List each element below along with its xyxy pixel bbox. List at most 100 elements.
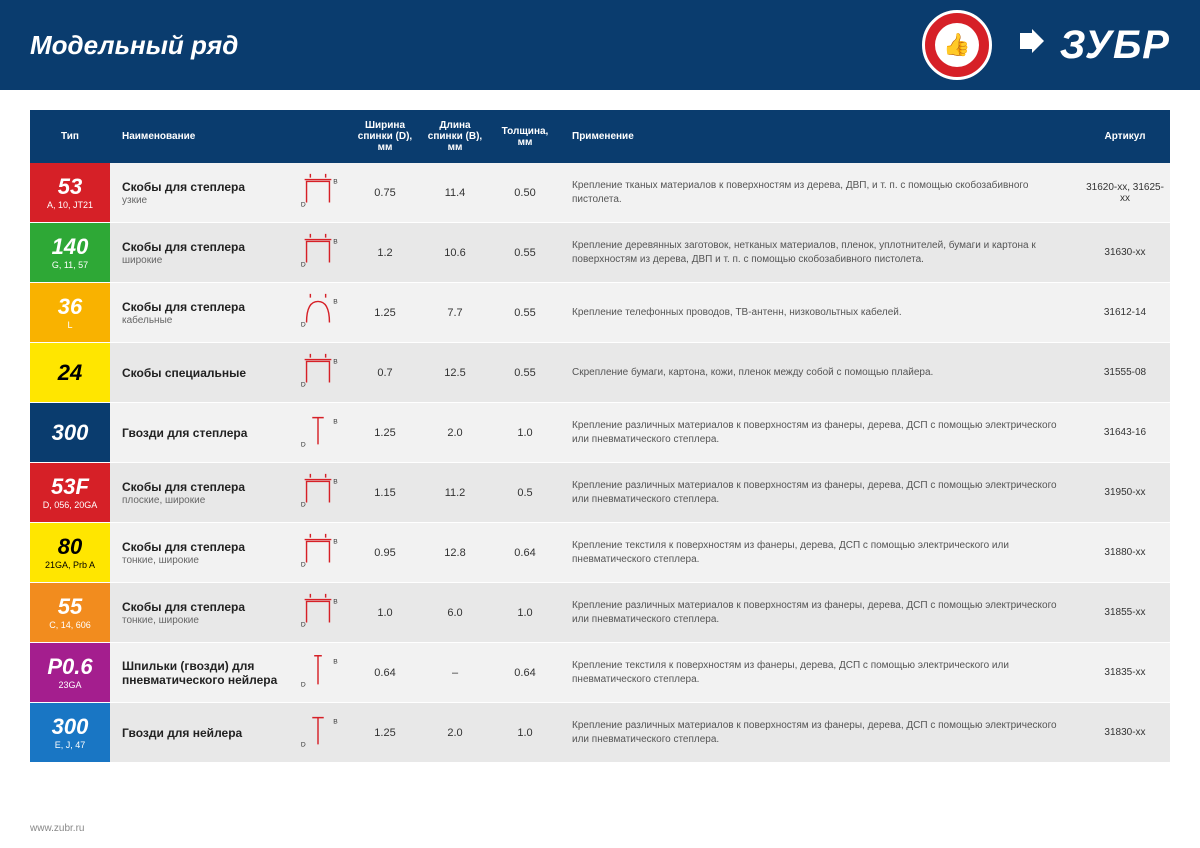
product-table: Тип Наименование Ширина спинки (D), мм Д… — [30, 110, 1170, 763]
thickness-value: 0.55 — [490, 343, 560, 403]
product-name: Скобы для степлера — [122, 240, 279, 254]
article-code: 31612-14 — [1080, 283, 1170, 343]
application-text: Крепление различных материалов к поверхн… — [560, 583, 1080, 643]
table-row: 24Скобы специальныеDB0.712.50.55Скреплен… — [30, 343, 1170, 403]
thickness-value: 1.0 — [490, 703, 560, 763]
width-value: 0.75 — [350, 163, 420, 223]
svg-text:B: B — [333, 418, 338, 425]
type-sub: A, 10, JT21 — [34, 200, 106, 210]
width-value: 1.2 — [350, 223, 420, 283]
type-badge: 300E, J, 47 — [30, 703, 110, 763]
article-code: 31830-xx — [1080, 703, 1170, 763]
shape-icon: DB — [297, 293, 339, 329]
name-cell: Гвозди для нейлера — [110, 703, 285, 763]
application-text: Крепление различных материалов к поверхн… — [560, 463, 1080, 523]
shape-icon: DB — [297, 173, 339, 209]
table-row: 8021GA, Prb AСкобы для степлератонкие, ш… — [30, 523, 1170, 583]
svg-text:B: B — [333, 298, 338, 305]
diagram-cell: DB — [285, 643, 350, 703]
table-row: 53 A, 10, JT21 Скобы для степлераузкие DB 0.… — [30, 163, 1170, 223]
type-badge: P0.623GA — [30, 643, 110, 703]
svg-text:D: D — [300, 321, 305, 328]
product-subname: тонкие, широкие — [122, 555, 279, 566]
type-badge: 8021GA, Prb A — [30, 523, 110, 583]
product-name: Скобы специальные — [122, 366, 279, 380]
table-row: 36LСкобы для степлеракабельныеDB1.257.70… — [30, 283, 1170, 343]
svg-text:D: D — [300, 501, 305, 508]
thickness-value: 0.55 — [490, 223, 560, 283]
thickness-value: 0.55 — [490, 283, 560, 343]
svg-text:B: B — [333, 718, 338, 725]
width-value: 0.95 — [350, 523, 420, 583]
type-sub: C, 14, 606 — [34, 620, 106, 630]
article-code: 31630-xx — [1080, 223, 1170, 283]
brand-logo: ЗУБР — [1012, 21, 1170, 69]
svg-text:D: D — [300, 261, 305, 268]
thickness-value: 0.5 — [490, 463, 560, 523]
svg-text:B: B — [333, 538, 338, 545]
article-code: 31643-16 — [1080, 403, 1170, 463]
svg-text:D: D — [300, 381, 305, 388]
diagram-cell: DB — [285, 703, 350, 763]
product-subname: кабельные — [122, 315, 279, 326]
name-cell: Скобы для степлераплоские, широкие — [110, 463, 285, 523]
name-cell: Скобы для степлератонкие, широкие — [110, 583, 285, 643]
length-value: 2.0 — [420, 403, 490, 463]
type-number: 53 — [34, 176, 106, 198]
length-value: 12.8 — [420, 523, 490, 583]
width-value: 0.64 — [350, 643, 420, 703]
width-value: 1.0 — [350, 583, 420, 643]
application-text: Крепление текстиля к поверхностям из фан… — [560, 523, 1080, 583]
product-name: Гвозди для степлера — [122, 426, 279, 440]
diagram-cell: DB — [285, 583, 350, 643]
article-code: 31620-xx, 31625-xx — [1080, 163, 1170, 223]
product-name: Шпильки (гвозди) для пневматического ней… — [122, 659, 279, 687]
length-value: – — [420, 643, 490, 703]
name-cell: Шпильки (гвозди) для пневматического ней… — [110, 643, 285, 703]
product-name: Скобы для степлера — [122, 600, 279, 614]
type-badge: 140G, 11, 57 — [30, 223, 110, 283]
shape-icon: DB — [297, 353, 339, 389]
name-cell: Скобы для степлераузкие — [110, 163, 285, 223]
diagram-cell: DB — [285, 343, 350, 403]
shape-icon: DB — [297, 653, 339, 689]
name-cell: Скобы для степлераширокие — [110, 223, 285, 283]
diagram-cell: DB — [285, 463, 350, 523]
type-badge: 55C, 14, 606 — [30, 583, 110, 643]
footer-url: www.zubr.ru — [30, 823, 84, 834]
thickness-value: 0.64 — [490, 523, 560, 583]
length-value: 12.5 — [420, 343, 490, 403]
product-name: Скобы для степлера — [122, 540, 279, 554]
length-value: 11.4 — [420, 163, 490, 223]
header-logos: 👍 ЗУБР — [922, 10, 1170, 80]
svg-text:B: B — [333, 178, 338, 185]
diagram-cell: DB — [285, 163, 350, 223]
svg-text:D: D — [300, 621, 305, 628]
svg-text:B: B — [333, 658, 338, 665]
content-area: Тип Наименование Ширина спинки (D), мм Д… — [0, 90, 1200, 773]
name-cell: Скобы для степлератонкие, широкие — [110, 523, 285, 583]
svg-text:D: D — [300, 681, 305, 688]
name-cell: Гвозди для степлера — [110, 403, 285, 463]
type-sub: G, 11, 57 — [34, 260, 106, 270]
article-code: 31855-xx — [1080, 583, 1170, 643]
svg-text:B: B — [333, 238, 338, 245]
product-name: Скобы для степлера — [122, 480, 279, 494]
svg-text:D: D — [300, 741, 305, 748]
width-value: 1.25 — [350, 703, 420, 763]
article-code: 31835-xx — [1080, 643, 1170, 703]
type-badge: 300 — [30, 403, 110, 463]
type-badge: 24 — [30, 343, 110, 403]
thickness-value: 1.0 — [490, 403, 560, 463]
product-subname: широкие — [122, 255, 279, 266]
application-text: Крепление деревянных заготовок, нетканых… — [560, 223, 1080, 283]
col-app: Применение — [560, 110, 1080, 163]
type-sub: 23GA — [34, 680, 106, 690]
diagram-cell: DB — [285, 403, 350, 463]
type-number: 36 — [34, 296, 106, 318]
product-name: Гвозди для нейлера — [122, 726, 279, 740]
col-art: Артикул — [1080, 110, 1170, 163]
thickness-value: 0.64 — [490, 643, 560, 703]
brand-mark-icon — [1012, 21, 1052, 69]
table-header: Тип Наименование Ширина спинки (D), мм Д… — [30, 110, 1170, 163]
